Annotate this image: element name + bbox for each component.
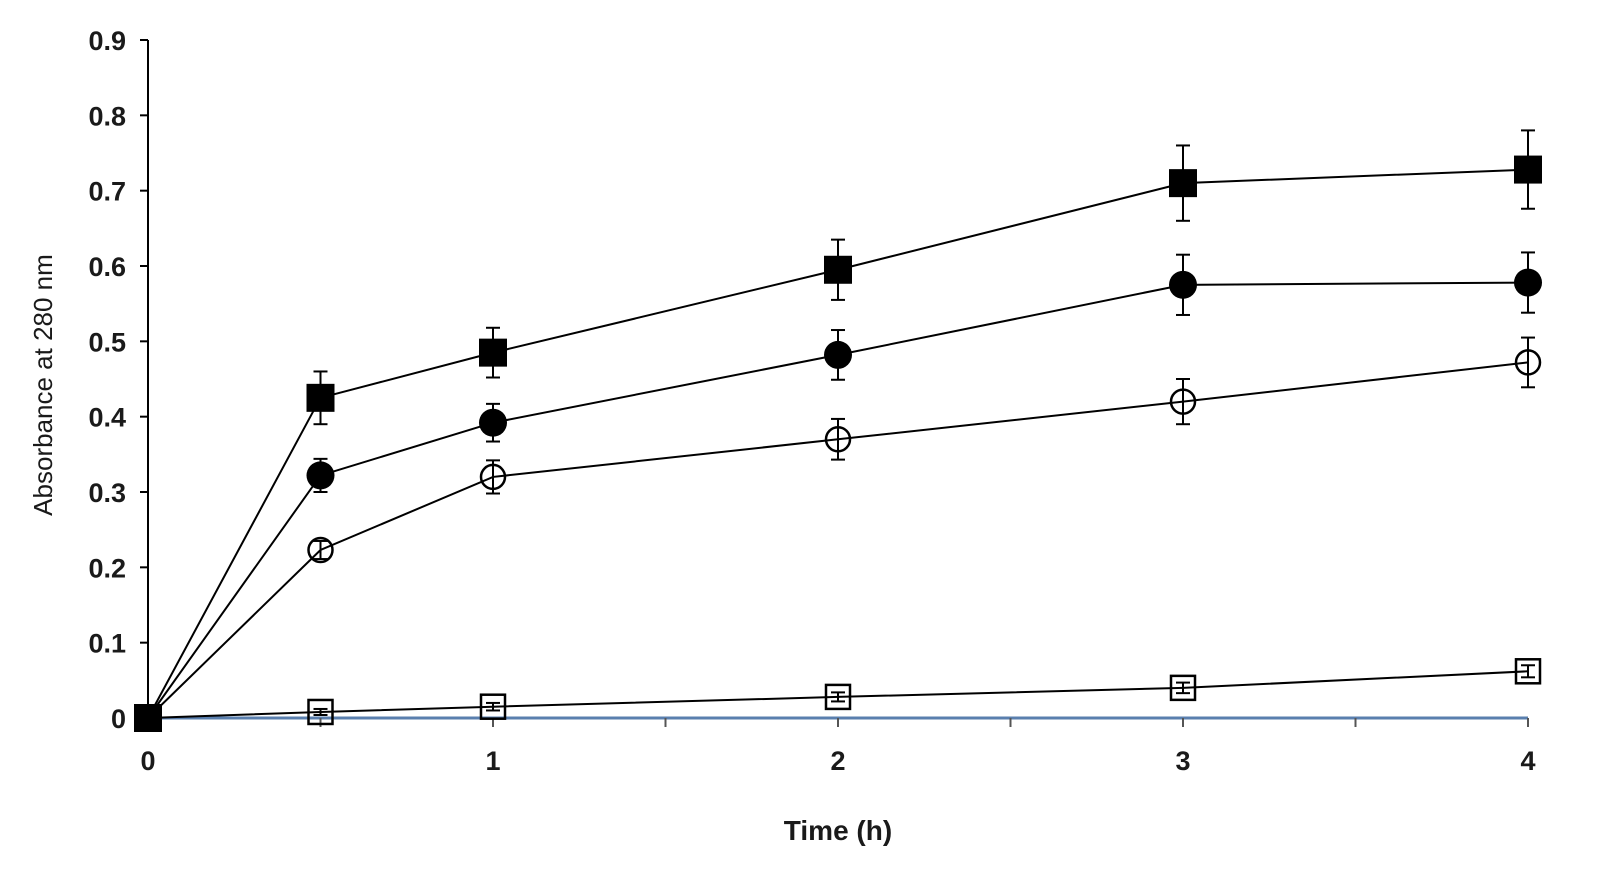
data-point [1169,270,1197,299]
x-tick-label: 2 [830,746,845,776]
x-tick-label: 0 [140,746,155,776]
y-tick-label: 0.8 [88,101,126,131]
data-point [1514,155,1542,184]
y-tick-label: 0 [111,704,126,734]
series-line [147,670,1529,719]
y-tick-label: 0.7 [88,177,126,207]
data-point [824,426,852,453]
series-line [147,168,1529,719]
data-point [824,340,852,369]
data-point [479,463,507,491]
data-point [824,255,852,284]
y-axis-title: Absorbance at 280 nm [28,254,58,516]
y-tick-label: 0.4 [88,403,126,433]
data-point [1169,169,1197,198]
data-point [306,383,335,412]
series-line [147,281,1529,719]
x-axis-title: Time (h) [784,815,892,846]
x-tick-label: 4 [1520,746,1535,776]
data-point [1169,674,1197,702]
y-tick-label: 0.9 [88,26,126,56]
data-point [824,683,852,711]
y-tick-label: 0.2 [88,553,126,583]
data-point [306,461,335,490]
x-tick-label: 3 [1175,746,1190,776]
x-tick-label: 1 [485,746,500,776]
y-tick-label: 0.1 [88,629,126,659]
y-tick-label: 0.3 [88,478,126,508]
data-point [1514,349,1542,376]
data-point [479,693,507,720]
data-point [1169,388,1197,415]
series-2 [134,251,1542,732]
data-point [1514,658,1542,685]
y-tick-label: 0.5 [88,327,126,357]
data-point [1514,268,1542,297]
data-point [307,698,334,726]
data-point [307,536,334,564]
y-tick-label: 0.6 [88,252,126,282]
series-3 [134,336,1542,732]
series-line [147,361,1529,719]
origin-point [135,705,161,731]
data-point [479,408,507,437]
data-point [479,338,507,367]
